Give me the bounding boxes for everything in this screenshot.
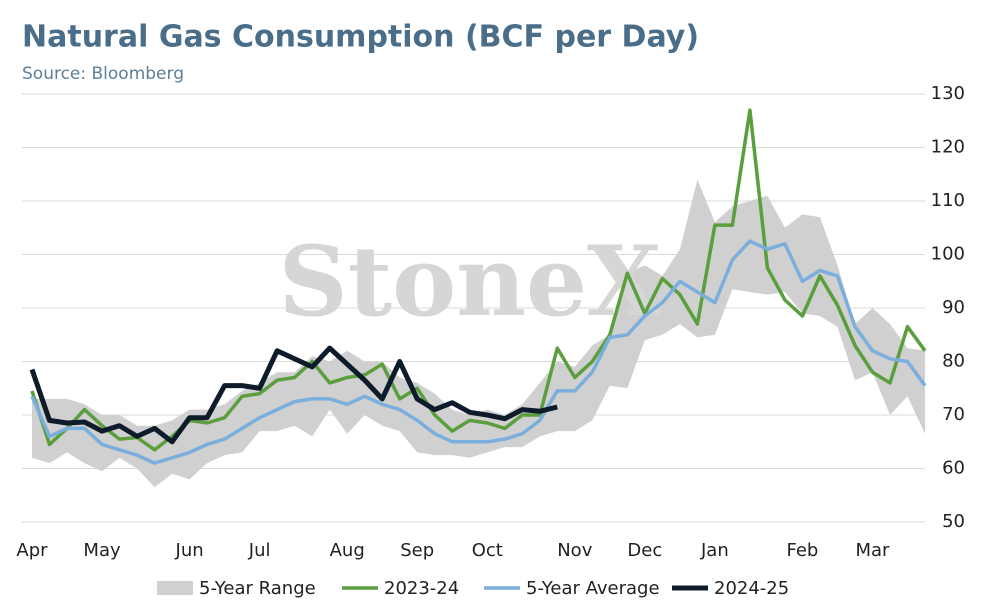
range-area [32,179,925,488]
y-tick-label: 110 [931,190,965,211]
x-tick-label: Jul [248,540,271,561]
legend-label: 5-Year Range [199,578,316,599]
y-tick-label: 80 [942,351,965,372]
legend: 5-Year Range 2023-24 5-Year Average 2024-25 [157,578,789,599]
legend-label: 5-Year Average [526,578,660,599]
x-tick-label: May [83,540,121,561]
x-tick-label: Jun [175,540,204,561]
x-tick-label: Aug [330,540,365,561]
y-tick-label: 130 [931,83,965,104]
legend-label: 2023-24 [384,578,459,599]
x-tick-label: Sep [400,540,434,561]
legend-swatch [157,581,193,595]
series-line [30,239,927,465]
series-line [29,345,558,445]
chart-subtitle: Source: Bloomberg [22,64,184,84]
x-tick-label: Dec [627,540,662,561]
x-tick-label: Mar [855,540,890,561]
chart-title: Natural Gas Consumption (BCF per Day) [22,20,699,55]
legend-label: 2024-25 [714,578,789,599]
x-tick-label: Oct [472,540,503,561]
y-tick-label: 90 [942,297,965,318]
y-tick-label: 120 [931,137,965,158]
y-tick-label: 70 [942,404,965,425]
y-tick-label: 60 [942,458,965,479]
x-tick-label: Nov [557,540,592,561]
watermark: StoneX [278,225,662,338]
y-tick-label: 50 [942,511,965,532]
x-tick-label: Jan [700,540,729,561]
y-tick-label: 100 [931,244,965,265]
x-tick-label: Apr [16,540,48,561]
x-tick-label: Feb [786,540,818,561]
